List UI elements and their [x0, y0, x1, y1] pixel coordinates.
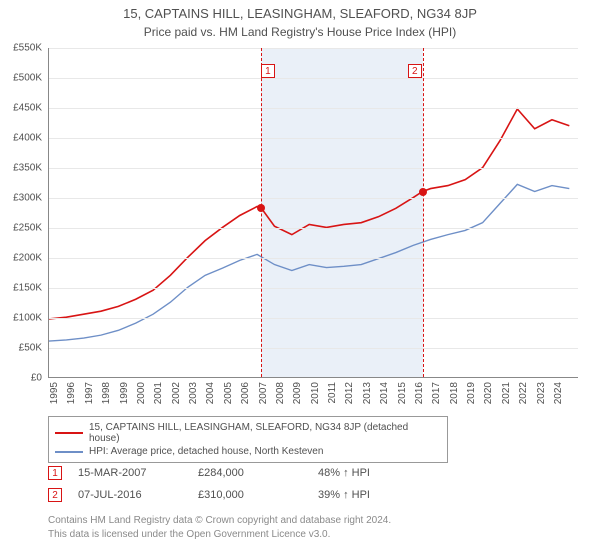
footer-line-1: Contains HM Land Registry data © Crown c…: [48, 514, 391, 528]
x-axis-label: 2010: [310, 382, 321, 404]
sale-marker-1: 1: [48, 466, 62, 480]
sale-point-dot: [257, 204, 265, 212]
legend-box: 15, CAPTAINS HILL, LEASINGHAM, SLEAFORD,…: [48, 416, 448, 463]
legend-swatch-hpi: [55, 451, 83, 453]
x-axis-label: 2020: [483, 382, 494, 404]
chart-marker-box: 2: [408, 64, 422, 78]
x-axis-label: 2021: [501, 382, 512, 404]
y-axis-label: £300K: [13, 193, 42, 204]
x-axis-label: 2019: [466, 382, 477, 404]
line-series-svg: [49, 48, 578, 377]
title-block: 15, CAPTAINS HILL, LEASINGHAM, SLEAFORD,…: [0, 0, 600, 39]
x-axis-label: 2000: [136, 382, 147, 404]
x-axis-label: 1998: [101, 382, 112, 404]
x-axis-label: 2011: [327, 382, 338, 404]
y-axis-label: £500K: [13, 73, 42, 84]
x-axis-label: 2023: [536, 382, 547, 404]
x-axis-label: 2001: [153, 382, 164, 404]
sale-date-2: 07-JUL-2016: [78, 489, 198, 501]
x-axis-label: 2005: [223, 382, 234, 404]
sales-table: 1 15-MAR-2007 £284,000 48% ↑ HPI 2 07-JU…: [48, 462, 438, 506]
x-axis-label: 2022: [518, 382, 529, 404]
x-axis-label: 2013: [362, 382, 373, 404]
sale-marker-2: 2: [48, 488, 62, 502]
x-axis-label: 1995: [49, 382, 60, 404]
sale-price-1: £284,000: [198, 467, 318, 479]
x-axis-label: 2004: [205, 382, 216, 404]
sales-row-2: 2 07-JUL-2016 £310,000 39% ↑ HPI: [48, 484, 438, 506]
x-axis-label: 2014: [379, 382, 390, 404]
y-axis-label: £150K: [13, 283, 42, 294]
sales-row-1: 1 15-MAR-2007 £284,000 48% ↑ HPI: [48, 462, 438, 484]
y-axis-label: £350K: [13, 163, 42, 174]
x-axis-label: 2016: [414, 382, 425, 404]
footer-line-2: This data is licensed under the Open Gov…: [48, 528, 391, 542]
legend-label-property: 15, CAPTAINS HILL, LEASINGHAM, SLEAFORD,…: [89, 422, 441, 444]
x-axis-label: 2008: [275, 382, 286, 404]
x-axis-label: 2012: [344, 382, 355, 404]
chart-marker-box: 1: [261, 64, 275, 78]
chart-subtitle: Price paid vs. HM Land Registry's House …: [0, 25, 600, 39]
y-axis-label: £550K: [13, 43, 42, 54]
x-axis-label: 2007: [258, 382, 269, 404]
chart-title: 15, CAPTAINS HILL, LEASINGHAM, SLEAFORD,…: [0, 6, 600, 21]
plot-region: £0£50K£100K£150K£200K£250K£300K£350K£400…: [48, 48, 578, 378]
sale-price-2: £310,000: [198, 489, 318, 501]
y-axis-label: £200K: [13, 253, 42, 264]
x-axis-label: 2003: [188, 382, 199, 404]
x-axis-label: 2024: [553, 382, 564, 404]
footer-attribution: Contains HM Land Registry data © Crown c…: [48, 514, 391, 541]
y-axis-label: £100K: [13, 313, 42, 324]
y-axis-label: £250K: [13, 223, 42, 234]
x-axis-label: 2017: [431, 382, 442, 404]
x-axis-label: 2018: [449, 382, 460, 404]
legend-swatch-property: [55, 432, 83, 434]
sale-vline: [261, 48, 262, 377]
x-axis-label: 1999: [119, 382, 130, 404]
x-axis-label: 2009: [292, 382, 303, 404]
x-axis-label: 1996: [66, 382, 77, 404]
sale-point-dot: [419, 188, 427, 196]
sale-vline: [423, 48, 424, 377]
x-axis-label: 1997: [84, 382, 95, 404]
legend-item-property: 15, CAPTAINS HILL, LEASINGHAM, SLEAFORD,…: [55, 422, 441, 444]
y-axis-label: £50K: [19, 343, 42, 354]
sale-delta-2: 39% ↑ HPI: [318, 489, 438, 501]
legend-label-hpi: HPI: Average price, detached house, Nort…: [89, 446, 323, 457]
x-axis-label: 2015: [397, 382, 408, 404]
chart-area: £0£50K£100K£150K£200K£250K£300K£350K£400…: [48, 48, 578, 378]
x-axis-label: 2002: [171, 382, 182, 404]
sale-date-1: 15-MAR-2007: [78, 467, 198, 479]
y-axis-label: £450K: [13, 103, 42, 114]
sale-delta-1: 48% ↑ HPI: [318, 467, 438, 479]
x-axis-label: 2006: [240, 382, 251, 404]
y-axis-label: £400K: [13, 133, 42, 144]
legend-item-hpi: HPI: Average price, detached house, Nort…: [55, 446, 441, 457]
y-axis-label: £0: [31, 373, 42, 384]
